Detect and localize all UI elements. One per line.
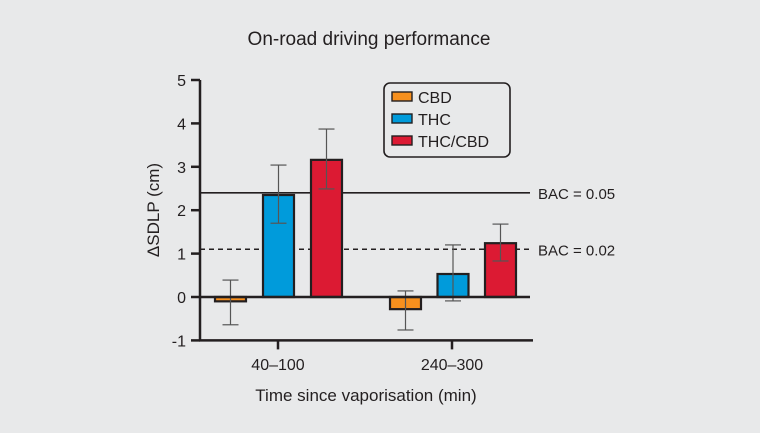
x-axis-label: Time since vaporisation (min) xyxy=(255,386,476,405)
y-tick-label: -1 xyxy=(172,333,186,350)
reference-line-label: BAC = 0.05 xyxy=(538,186,615,203)
y-tick-label: 2 xyxy=(177,203,186,220)
legend-swatch-thc-cbd xyxy=(391,135,413,146)
reference-line-label: BAC = 0.02 xyxy=(538,242,615,259)
y-tick-label: 4 xyxy=(177,116,186,133)
y-axis-label: ΔSDLP (cm) xyxy=(144,163,163,257)
y-tick-label: 5 xyxy=(177,73,186,90)
legend-swatch-thc xyxy=(391,113,413,124)
chart-title: On-road driving performance xyxy=(248,29,491,50)
y-tick-label: 1 xyxy=(177,247,186,264)
y-tick-label: 3 xyxy=(177,160,186,177)
x-tick-label: 40–100 xyxy=(251,357,304,374)
x-tick-label: 240–300 xyxy=(421,357,483,374)
legend-box xyxy=(383,82,511,158)
legend-label: THC xyxy=(418,112,451,129)
y-tick-label: 0 xyxy=(177,290,186,307)
legend: CBD THC THC/CBD xyxy=(383,82,511,158)
legend-swatch-cbd xyxy=(391,91,413,102)
legend-label: THC/CBD xyxy=(418,134,489,151)
legend-label: CBD xyxy=(418,90,452,107)
